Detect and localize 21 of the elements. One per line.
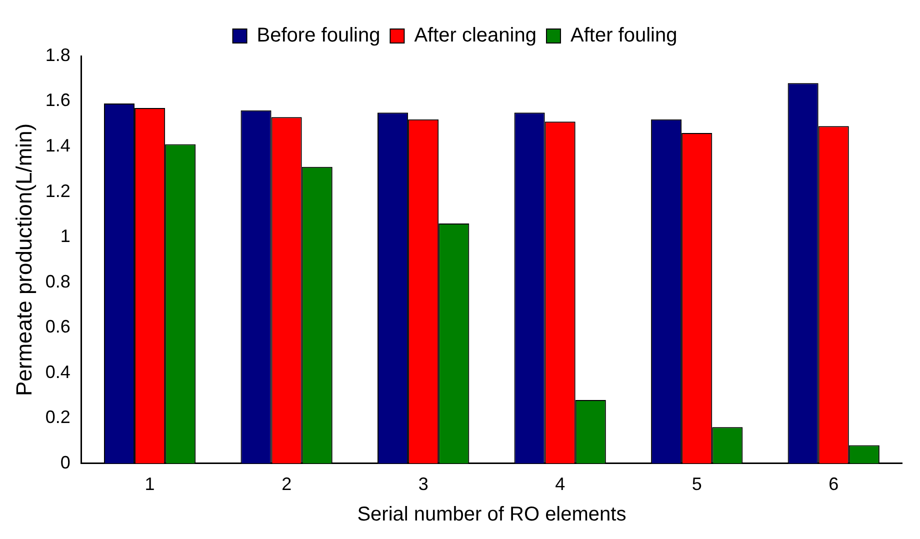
x-tick-label: 5	[692, 474, 702, 494]
legend-label: After fouling	[570, 24, 678, 47]
y-tick-label: 0	[60, 452, 70, 472]
y-tick-label: 1.8	[45, 44, 70, 65]
y-tick-label: 0.4	[45, 362, 70, 382]
y-axis-title: Permeate production(L/min)	[11, 123, 36, 396]
x-axis-title: Serial number of RO elements	[357, 504, 626, 526]
x-tick-label: 6	[828, 474, 839, 494]
legend-label: Before fouling	[256, 24, 380, 47]
x-tick-label: 2	[282, 474, 292, 494]
y-tick-label: 0.2	[45, 407, 70, 428]
y-tick-label: 1.6	[45, 90, 70, 110]
legend-label: After cleaning	[414, 24, 536, 47]
y-tick-label: 1.4	[45, 136, 70, 156]
x-tick-label: 1	[144, 474, 155, 494]
y-tick-label: 0.6	[45, 316, 70, 337]
y-tick-label: 1	[60, 226, 70, 246]
y-tick-label: 0.8	[45, 271, 70, 292]
x-tick-label: 4	[555, 474, 566, 494]
x-tick-label: 3	[418, 474, 428, 494]
y-tick-label: 1.2	[45, 180, 70, 201]
